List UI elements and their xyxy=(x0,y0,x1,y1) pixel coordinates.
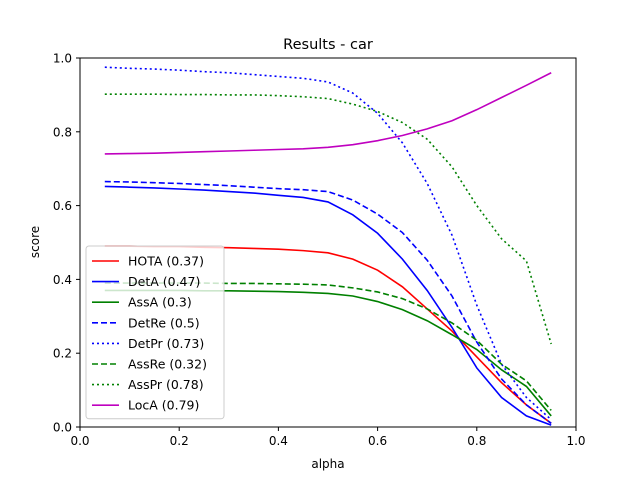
y-tick-label: 0.4 xyxy=(53,273,72,287)
y-tick-label: 0.0 xyxy=(53,421,72,435)
series-line-4 xyxy=(104,66,552,421)
x-axis: 0.0 0.2 0.4 0.6 0.8 1.0 xyxy=(70,427,586,448)
legend-box xyxy=(85,245,225,420)
legend-label-1: DetA (0.47) xyxy=(128,274,200,289)
y-axis-label: score xyxy=(28,226,42,258)
legend-label-7: LocA (0.79) xyxy=(128,398,199,413)
legend-label-4: DetPr (0.73) xyxy=(128,336,204,351)
legend-label-2: AssA (0.3) xyxy=(128,295,192,310)
x-tick-label: 0.8 xyxy=(467,434,486,448)
x-axis-label: alpha xyxy=(311,457,344,471)
legend-label-5: AssRe (0.32) xyxy=(128,357,207,372)
x-tick-label: 0.0 xyxy=(70,434,89,448)
series-line-1 xyxy=(104,185,552,426)
x-tick-label: 0.4 xyxy=(269,434,288,448)
chart-title: Results - car xyxy=(283,37,373,53)
y-tick-label: 0.8 xyxy=(53,125,72,139)
axes-frame xyxy=(79,57,577,428)
y-axis: 0.0 0.2 0.4 0.6 0.8 1.0 xyxy=(53,52,80,435)
x-tick-label: 0.6 xyxy=(368,434,387,448)
y-tick-label: 1.0 xyxy=(53,52,72,66)
x-tick-label: 1.0 xyxy=(566,434,585,448)
series-line-7 xyxy=(104,72,552,155)
legend: HOTA (0.37) DetA (0.47) AssA (0.3) DetRe (0… xyxy=(85,245,225,420)
y-tick-label: 0.6 xyxy=(53,199,72,213)
y-tick-label: 0.2 xyxy=(53,347,72,361)
series-line-3 xyxy=(104,180,552,424)
legend-label-0: HOTA (0.37) xyxy=(128,254,204,269)
legend-label-6: AssPr (0.78) xyxy=(128,377,204,392)
legend-label-3: DetRe (0.5) xyxy=(128,315,200,330)
x-tick-label: 0.2 xyxy=(170,434,189,448)
